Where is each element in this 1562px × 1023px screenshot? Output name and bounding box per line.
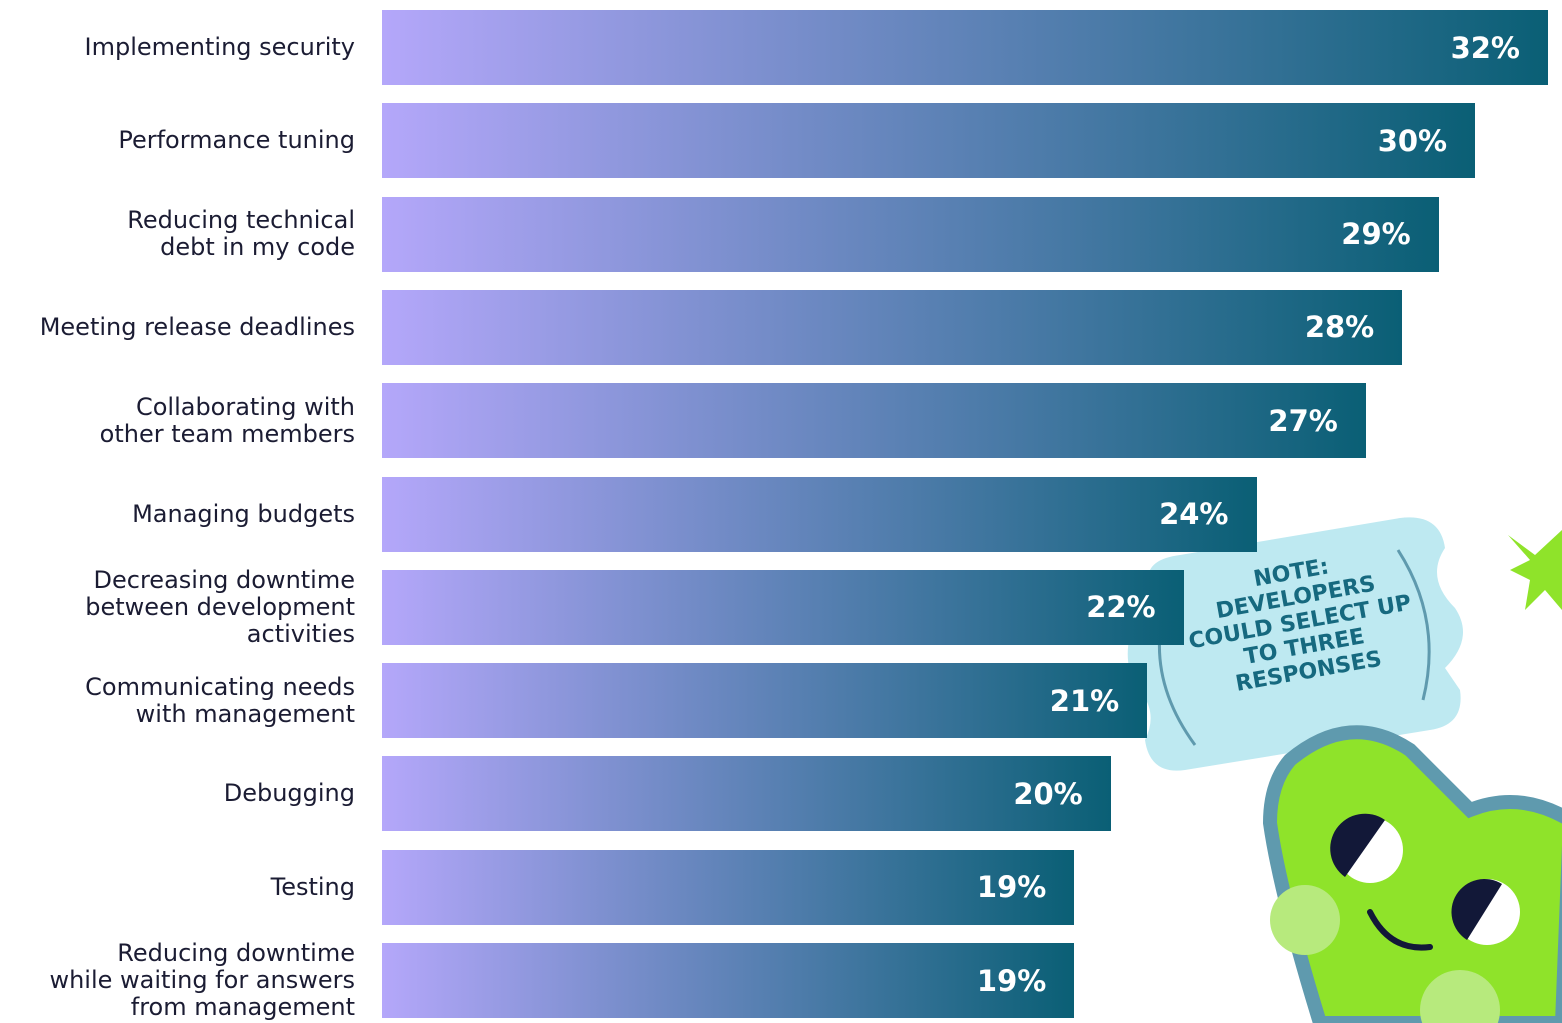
- mascot-pupil: [1451, 878, 1502, 940]
- value-label: 21%: [1049, 683, 1120, 718]
- category-label: Decreasing downtime between development …: [85, 565, 355, 648]
- value-label: 22%: [1086, 590, 1156, 625]
- bar: 21%: [382, 663, 1148, 739]
- mascot-smile: [1367, 909, 1433, 951]
- note-ticket: [1127, 517, 1463, 771]
- bar: 20%: [382, 756, 1111, 832]
- category-label: Testing: [270, 872, 355, 901]
- bar: 19%: [382, 849, 1075, 925]
- category-label: Managing budgets: [132, 499, 355, 528]
- value-label: 28%: [1304, 310, 1375, 345]
- bar: 19%: [382, 943, 1075, 1018]
- value-label: 29%: [1341, 217, 1411, 252]
- bar: 32%: [382, 10, 1548, 85]
- value-label: 30%: [1377, 123, 1448, 158]
- note-bracket: [1396, 549, 1431, 701]
- category-label: Reducing technical debt in my code: [127, 206, 355, 262]
- category-label: Reducing downtime while waiting for answ…: [49, 939, 355, 1021]
- value-label: 19%: [976, 963, 1047, 998]
- value-label: 27%: [1268, 403, 1338, 438]
- category-label: Collaborating with other team members: [99, 392, 355, 448]
- value-label: 20%: [1013, 776, 1083, 811]
- bar: 29%: [382, 196, 1439, 272]
- bar: 27%: [382, 383, 1366, 459]
- category-label: Debugging: [223, 779, 355, 808]
- bar: 30%: [382, 103, 1476, 179]
- bar: 22%: [382, 569, 1184, 645]
- value-label: 32%: [1450, 30, 1520, 65]
- star: [1508, 530, 1562, 610]
- mascot-cheek: [1270, 885, 1340, 955]
- value-label: 24%: [1159, 497, 1229, 531]
- category-label: Communicating needs with management: [85, 672, 355, 728]
- category-label: Performance tuning: [118, 126, 355, 155]
- mascot-pupil: [1330, 813, 1385, 877]
- mascot-cheek: [1420, 970, 1500, 1023]
- category-label: Meeting release deadlines: [39, 312, 355, 341]
- bar: 28%: [382, 289, 1403, 365]
- category-label: Implementing security: [84, 33, 355, 61]
- mascot: [1262, 725, 1562, 1023]
- value-label: 19%: [976, 870, 1047, 905]
- bar: 24%: [382, 476, 1257, 552]
